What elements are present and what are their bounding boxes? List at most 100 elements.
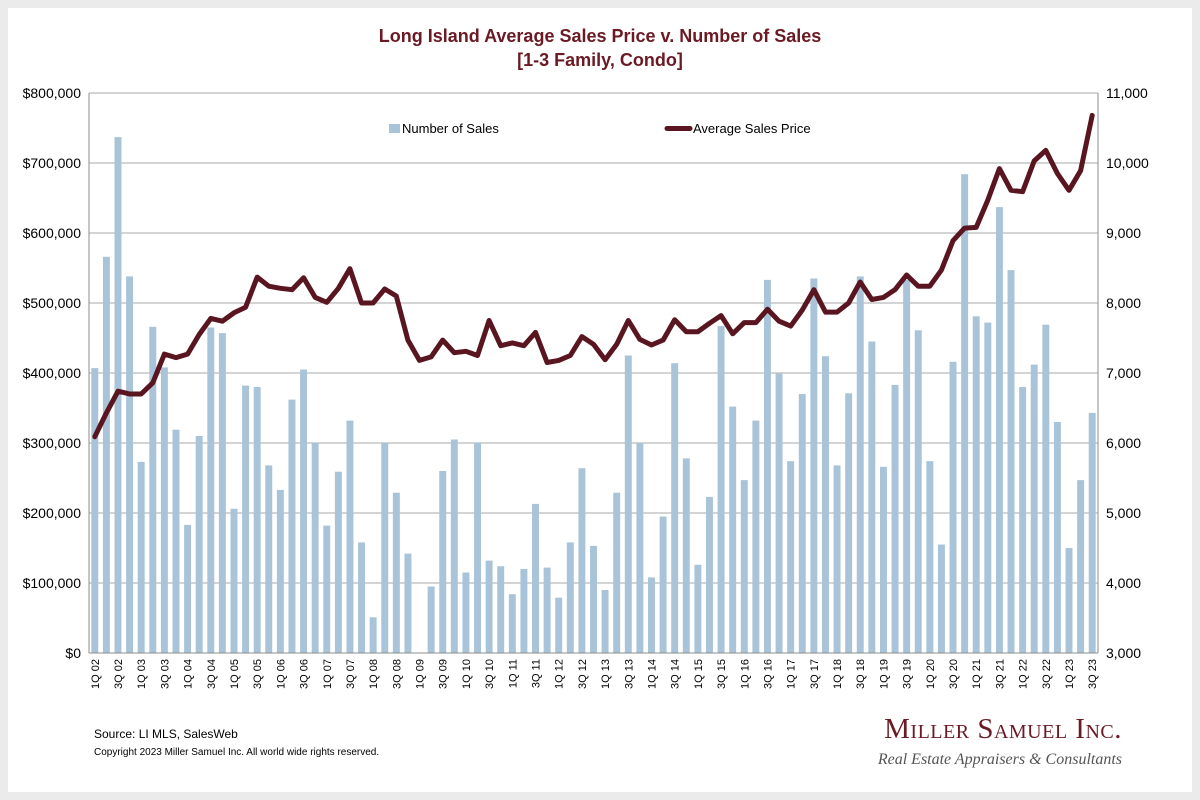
bar [532,503,539,653]
x-tick-label: 3Q 11 [531,659,543,688]
bar [624,355,632,653]
bar [856,276,864,653]
bar [671,363,679,653]
line-series-average-sales-price [92,112,1095,440]
bar [172,429,180,653]
bar [474,442,482,653]
bar [798,394,806,653]
x-tick-label: 3Q 21 [994,659,1006,689]
bar [311,443,319,653]
bar [914,330,922,653]
bar [891,384,899,653]
chart-subtitle: [1-3 Family, Condo] [517,50,683,70]
legend: Number of Sales Average Sales Price [389,121,811,136]
y-right-tick-label: 11,000 [1106,85,1148,101]
bar [369,617,377,653]
y-right-tick-label: 6,000 [1106,435,1141,451]
bar [450,439,458,653]
bar [659,516,667,653]
x-tick-label: 1Q 17 [786,659,798,689]
x-tick-label: 3Q 07 [345,659,357,689]
bar-series-number-of-sales [91,137,1096,654]
bar [566,542,574,653]
x-tick-label: 3Q 10 [484,659,496,689]
x-tick-label: 1Q 14 [646,659,658,689]
bar [1088,412,1096,653]
x-tick-label: 1Q 10 [461,659,473,689]
y-right-tick-label: 7,000 [1106,365,1141,381]
axes: $0 3,000 $100,000 4,000 $200,000 5,000 $300,00… [23,85,1149,689]
x-tick-label: 3Q 04 [206,659,218,689]
x-tick-label: 1Q 04 [183,659,195,689]
bar [242,385,250,653]
bar [1030,364,1038,653]
x-tick-label: 1Q 19 [878,659,890,689]
chart-frame [8,8,1192,792]
bar [740,480,748,653]
bar [497,566,505,653]
x-tick-label: 1Q 20 [925,659,937,689]
x-tick-label: 3Q 15 [716,659,728,689]
x-tick-label: 1Q 22 [1018,659,1030,689]
x-tick-label: 3Q 03 [159,659,171,689]
bar [601,590,609,653]
bar [126,276,134,653]
bar [590,545,597,653]
x-tick-label: 3Q 08 [391,659,403,689]
bar [288,399,296,653]
bar [636,443,644,653]
y-left-tick-label: $800,000 [23,85,82,101]
bar [694,564,702,653]
x-tick-label: 1Q 02 [90,659,102,689]
bar [995,207,1003,653]
copyright-note: Copyright 2023 Miller Samuel Inc. All wo… [94,747,380,758]
source-note: Source: LI MLS, SalesWeb [94,727,238,741]
bar [868,341,876,653]
y-right-tick-label: 9,000 [1106,225,1141,241]
bar [1053,422,1061,653]
bar [300,369,308,653]
x-tick-label: 3Q 23 [1087,659,1099,689]
bar [207,327,215,653]
bar [427,586,435,653]
x-tick-label: 3Q 02 [113,659,125,689]
bar [926,461,934,653]
bar [775,373,783,653]
y-right-tick-label: 3,000 [1106,645,1141,661]
x-tick-label: 3Q 09 [438,659,450,689]
bar [787,461,795,653]
y-left-tick-label: $0 [65,645,81,661]
bar [879,466,887,653]
bar [439,471,447,653]
legend-swatch-number-of-sales [389,124,400,133]
bar [520,569,528,653]
bar [91,368,99,653]
x-tick-label: 3Q 16 [762,659,774,689]
bar [160,367,168,653]
legend-label-average-sales-price: Average Sales Price [693,121,811,136]
bar [613,492,621,653]
x-tick-label: 1Q 23 [1064,659,1076,689]
brand-tagline: Real Estate Appraisers & Consultants [877,751,1122,768]
chart-title: Long Island Average Sales Price v. Numbe… [378,26,822,46]
bar [1077,480,1085,653]
bar [346,420,354,653]
x-tick-label: 1Q 03 [136,659,148,689]
bar [984,322,992,653]
bar [149,326,157,653]
bar [334,471,342,653]
bar [937,544,945,653]
series-line [92,112,1095,440]
bar [195,436,203,653]
x-tick-label: 3Q 22 [1041,659,1053,689]
bar [137,461,145,653]
x-tick-label: 1Q 16 [739,659,751,689]
x-tick-label: 1Q 15 [693,659,705,689]
legend-label-number-of-sales: Number of Sales [402,121,499,136]
bar [949,361,957,653]
bar [752,420,760,653]
x-tick-label: 1Q 05 [229,659,241,689]
x-tick-label: 3Q 05 [252,659,264,689]
bar [903,279,911,653]
